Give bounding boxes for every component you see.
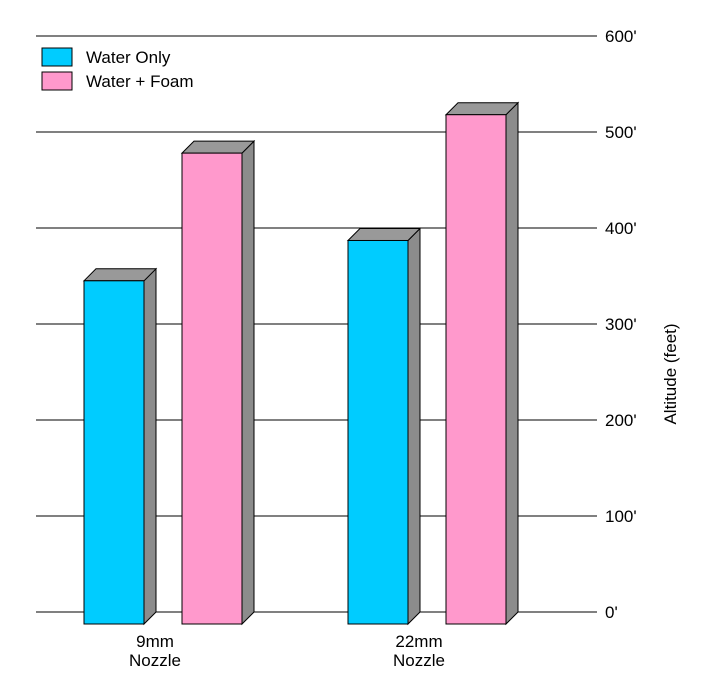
y-tick-label: 0' [605, 603, 618, 622]
x-tick-label: 22mm Nozzle [393, 632, 445, 670]
x-tick-label-line: Nozzle [129, 651, 181, 670]
bar-front [83, 280, 145, 625]
legend-item-1: Water + Foam [41, 71, 194, 91]
y-tick-label: 500' [605, 123, 637, 142]
bar-0-1 [346, 227, 422, 626]
y-tick-labels: 0' 100' 200' 300' 400' 500' 600' [605, 27, 637, 622]
legend-item-0: Water Only [41, 47, 171, 67]
legend-label: Water Only [86, 48, 171, 67]
y-axis-label: Altitude (feet) [661, 323, 680, 424]
bar-top [346, 227, 422, 241]
bar-top [82, 268, 158, 282]
y-tick-label: 400' [605, 219, 637, 238]
bar-side [407, 227, 421, 626]
bar-side [505, 101, 519, 626]
legend-label: Water + Foam [86, 72, 194, 91]
bar-front [445, 114, 507, 625]
legend-swatch [41, 47, 73, 67]
bar-side [143, 267, 157, 626]
x-tick-label-line: Nozzle [393, 651, 445, 670]
x-tick-label-line: 22mm [395, 632, 442, 651]
legend-swatch [41, 71, 73, 91]
y-tick-label: 300' [605, 315, 637, 334]
x-tick-label-line: 9mm [136, 632, 174, 651]
y-tick-label: 600' [605, 27, 637, 46]
y-tick-label: 100' [605, 507, 637, 526]
bar-0-0 [82, 267, 158, 626]
bars [82, 101, 520, 626]
bar-1-0 [180, 139, 256, 626]
bar-front [181, 152, 243, 625]
legend: Water Only Water + Foam [41, 47, 194, 91]
bar-top [180, 140, 256, 154]
bar-1-1 [444, 101, 520, 626]
bar-top [444, 102, 520, 116]
bar-side [241, 139, 255, 626]
bar-front [347, 239, 409, 625]
y-tick-label: 200' [605, 411, 637, 430]
x-tick-label: 9mm Nozzle [129, 632, 181, 670]
